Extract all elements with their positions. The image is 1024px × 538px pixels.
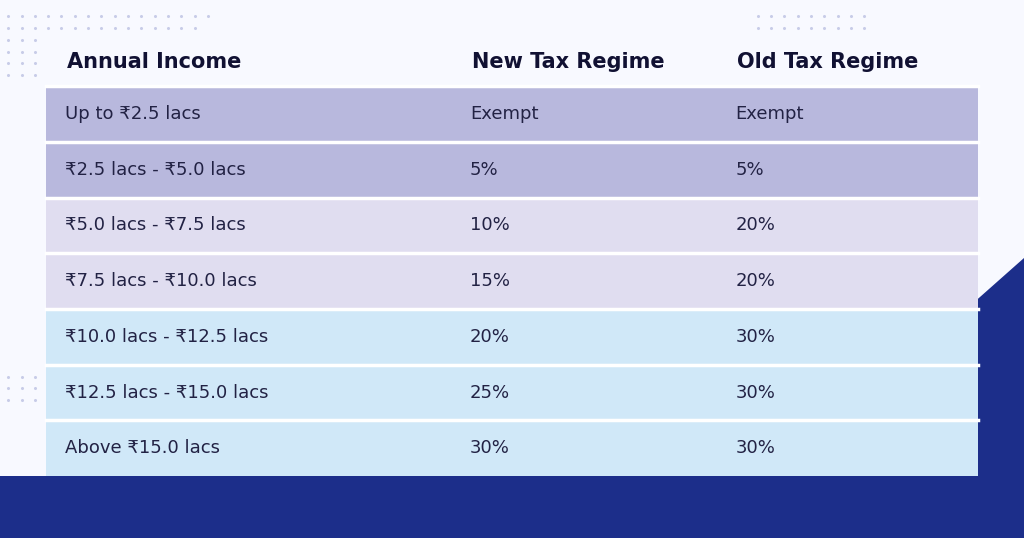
Text: 20%: 20% — [470, 328, 510, 346]
Bar — [717, 420, 978, 476]
Text: ₹12.5 lacs - ₹15.0 lacs: ₹12.5 lacs - ₹15.0 lacs — [65, 384, 268, 401]
Bar — [717, 365, 978, 420]
Bar — [46, 365, 452, 420]
Text: Annual Income: Annual Income — [67, 52, 241, 72]
Bar — [717, 142, 978, 197]
Text: 5%: 5% — [470, 161, 499, 179]
Bar — [0, 476, 1024, 538]
Polygon shape — [778, 258, 1024, 476]
Text: Above ₹15.0 lacs: Above ₹15.0 lacs — [65, 439, 219, 457]
Bar — [452, 309, 717, 365]
Text: 30%: 30% — [735, 384, 775, 401]
Text: 15%: 15% — [470, 272, 510, 290]
Text: New Tax Regime: New Tax Regime — [472, 52, 665, 72]
Text: 20%: 20% — [735, 216, 775, 235]
Text: Up to ₹2.5 lacs: Up to ₹2.5 lacs — [65, 105, 201, 123]
Bar — [46, 420, 452, 476]
Bar — [717, 253, 978, 309]
Text: ₹10.0 lacs - ₹12.5 lacs: ₹10.0 lacs - ₹12.5 lacs — [65, 328, 267, 346]
Bar — [46, 142, 452, 197]
Text: ₹7.5 lacs - ₹10.0 lacs: ₹7.5 lacs - ₹10.0 lacs — [65, 272, 256, 290]
Bar — [717, 309, 978, 365]
Bar — [452, 420, 717, 476]
Text: ₹2.5 lacs - ₹5.0 lacs: ₹2.5 lacs - ₹5.0 lacs — [65, 161, 246, 179]
Text: 20%: 20% — [735, 272, 775, 290]
Text: Exempt: Exempt — [470, 105, 539, 123]
Bar — [452, 86, 717, 142]
Bar — [452, 253, 717, 309]
Bar — [46, 86, 452, 142]
Text: 30%: 30% — [735, 439, 775, 457]
Text: Old Tax Regime: Old Tax Regime — [737, 52, 919, 72]
Bar — [452, 197, 717, 253]
Bar — [452, 365, 717, 420]
Bar — [452, 142, 717, 197]
Bar — [717, 197, 978, 253]
Bar — [46, 38, 452, 86]
Text: 30%: 30% — [470, 439, 510, 457]
Text: 5%: 5% — [735, 161, 764, 179]
Bar — [46, 309, 452, 365]
Bar — [46, 253, 452, 309]
Bar — [452, 38, 717, 86]
Text: 10%: 10% — [470, 216, 510, 235]
Text: 30%: 30% — [735, 328, 775, 346]
Bar — [717, 86, 978, 142]
Text: Exempt: Exempt — [735, 105, 804, 123]
Bar — [717, 38, 978, 86]
Text: ₹5.0 lacs - ₹7.5 lacs: ₹5.0 lacs - ₹7.5 lacs — [65, 216, 246, 235]
Text: 25%: 25% — [470, 384, 510, 401]
Bar — [46, 197, 452, 253]
